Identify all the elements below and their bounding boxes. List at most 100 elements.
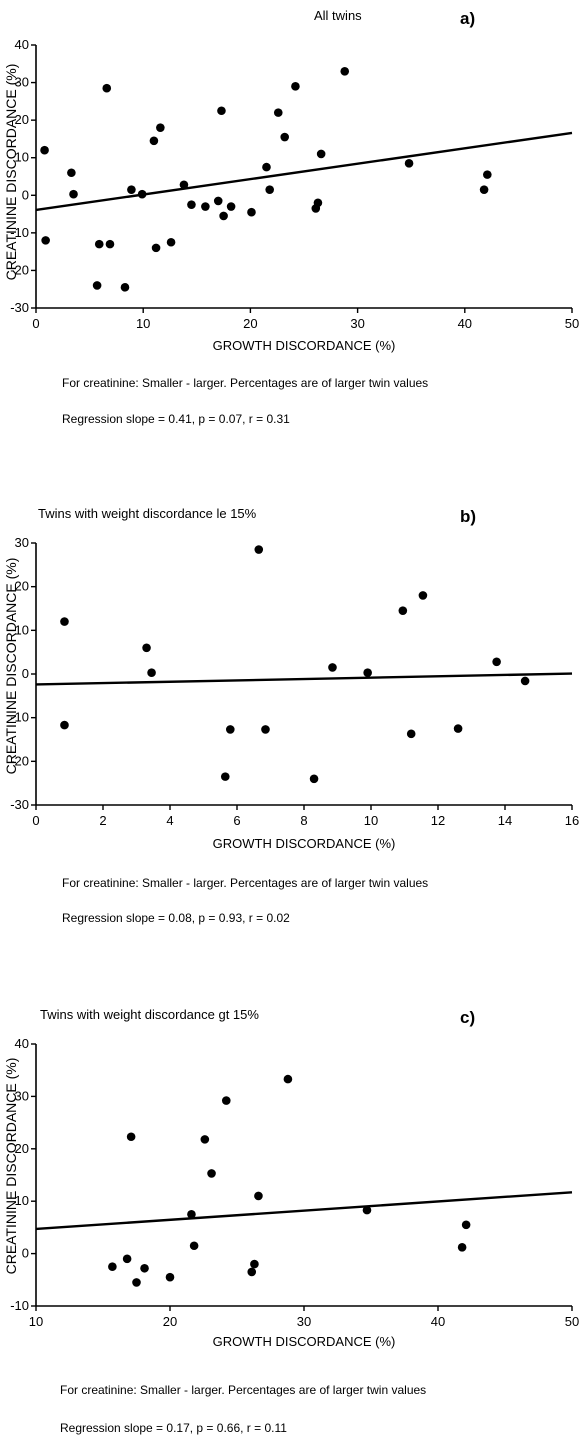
panel-a-data-point: [201, 202, 210, 211]
panel-a-data-point: [127, 185, 136, 194]
panel-a-panel-label: a): [460, 9, 475, 28]
panel-b-data-point: [261, 725, 270, 734]
panel-c-data-point: [207, 1169, 216, 1178]
panel-b-x-tick-label: 8: [300, 813, 307, 828]
panel-a-data-point: [166, 237, 176, 247]
panel-b-x-tick-label: 2: [99, 813, 106, 828]
panel-a-y-axis-label: CREATININE DISCORDANCE (%): [3, 64, 19, 281]
panel-a-x-tick-label: 10: [136, 316, 150, 331]
panel-c-data-point: [187, 1210, 196, 1219]
panel-c-data-point: [132, 1278, 141, 1287]
panel-c-y-tick-label: 10: [15, 1193, 29, 1208]
panel-a-y-tick-label: 0: [22, 187, 29, 202]
panel-c-data-point: [221, 1096, 231, 1105]
panel-c-data-point: [283, 1074, 293, 1084]
panel-c-x-tick-label: 40: [431, 1314, 445, 1329]
panel-b-data-point: [226, 725, 235, 734]
panel-a-data-point: [265, 185, 274, 194]
panel-a-x-tick-label: 30: [350, 316, 364, 331]
panel-b-data-point: [220, 772, 230, 781]
panel-a-x-axis-label: GROWTH DISCORDANCE (%): [213, 338, 396, 353]
panel-c-note-1: For creatinine: Smaller - larger. Percen…: [60, 1383, 427, 1397]
panel-b-x-tick-label: 12: [431, 813, 445, 828]
panel-c-data-point: [457, 1243, 467, 1252]
panel-c-data-point: [108, 1262, 117, 1271]
panel-c-data-point: [200, 1135, 210, 1144]
panel-a-data-point: [313, 198, 323, 208]
panel-b-data-point: [60, 720, 69, 730]
panel-b-data-point: [309, 774, 319, 784]
panel-a-x-tick-label: 20: [243, 316, 257, 331]
panel-b-title: Twins with weight discordance le 15%: [38, 506, 257, 521]
panel-a-data-point: [67, 168, 76, 178]
panel-a-data-point: [120, 283, 130, 292]
panel-c-y-tick-label: 30: [15, 1088, 29, 1103]
panel-b-regression-line: [35, 672, 573, 686]
panel-a-data-point: [41, 236, 50, 245]
panel-a-data-point: [219, 211, 228, 221]
panel-a-data-point: [187, 200, 196, 209]
panel-b-panel-label: b): [460, 507, 476, 526]
panel-a-y-tick-label: -30: [10, 300, 29, 315]
panel-c-regression-line: [35, 1191, 573, 1231]
panel-b-data-point: [453, 724, 463, 733]
panel-a-note-1: For creatinine: Smaller - larger. Percen…: [62, 376, 429, 390]
panel-c-y-tick-label: 40: [15, 1036, 29, 1051]
panel-a-data-point: [92, 281, 102, 290]
panel-a-y-tick-label: 10: [15, 150, 29, 165]
panel-b-note-2: Regression slope = 0.08, p = 0.93, r = 0…: [62, 911, 290, 925]
panel-b-data-point: [142, 643, 151, 653]
panel-c-data-point: [250, 1259, 259, 1269]
panel-b-data-point: [398, 606, 408, 615]
panel-b-y-tick-label: 30: [15, 535, 29, 550]
panel-a-data-point: [273, 108, 283, 117]
panel-c-x-tick-label: 20: [163, 1314, 177, 1329]
panel-a-data-point: [179, 180, 189, 190]
panel-b-x-tick-label: 0: [32, 813, 39, 828]
panel-b-data-point: [254, 545, 264, 554]
panel-a-y-tick-label: 40: [15, 37, 29, 52]
panel-b-data-point: [363, 668, 372, 677]
panel-c-data-point: [140, 1263, 149, 1273]
panel-c-title: Twins with weight discordance gt 15%: [40, 1007, 259, 1022]
panel-a-data-point: [137, 189, 147, 199]
panel-a-data-point: [94, 239, 104, 249]
panel-a-data-point: [226, 202, 236, 211]
panel-a-data-point: [483, 170, 492, 179]
panel-c-data-point: [165, 1272, 175, 1282]
panel-a-data-point: [280, 132, 290, 142]
panel-b-data-point: [492, 657, 501, 667]
panel-a-data-point: [247, 207, 256, 217]
panel-a-data-point: [404, 159, 414, 168]
panel-a-note-2: Regression slope = 0.41, p = 0.07, r = 0…: [62, 412, 290, 426]
panel-b-data-point: [60, 617, 69, 626]
panel-c-y-tick-label: -10: [10, 1298, 29, 1313]
panel-c-y-tick-label: 20: [15, 1141, 29, 1156]
panel-b-data-point: [520, 676, 530, 686]
panel-b-data-point: [147, 668, 156, 677]
panel-c-x-tick-label: 50: [565, 1314, 579, 1329]
panel-b-data-point: [328, 663, 337, 672]
panel-a-x-tick-label: 50: [565, 316, 579, 331]
panel-a-data-point: [291, 82, 300, 91]
panel-b-note-1: For creatinine: Smaller - larger. Percen…: [62, 876, 429, 890]
panel-c-data-point: [362, 1205, 372, 1215]
panel-a-data-point: [102, 83, 112, 93]
panel-b-y-axis-label: CREATININE DISCORDANCE (%): [3, 558, 19, 775]
panel-b-y-tick-label: -10: [10, 710, 29, 725]
panel-b-y-tick-label: 0: [22, 666, 29, 681]
panel-a-regression-line: [35, 131, 573, 212]
panel-c-y-tick-label: 0: [22, 1246, 29, 1261]
panel-a-data-point: [479, 185, 489, 194]
panel-c-x-tick-label: 30: [297, 1314, 311, 1329]
panel-a-data-point: [69, 189, 78, 199]
panel-c-data-point: [461, 1220, 471, 1230]
panel-b-data-point: [406, 729, 416, 739]
panel-c-x-tick-label: 10: [29, 1314, 43, 1329]
panel-a-data-point: [151, 243, 161, 253]
panel-a-y-tick-label: -10: [10, 225, 29, 240]
panel-a-data-point: [316, 149, 326, 159]
panel-a-data-point: [217, 106, 226, 116]
panel-b-x-tick-label: 6: [233, 813, 240, 828]
